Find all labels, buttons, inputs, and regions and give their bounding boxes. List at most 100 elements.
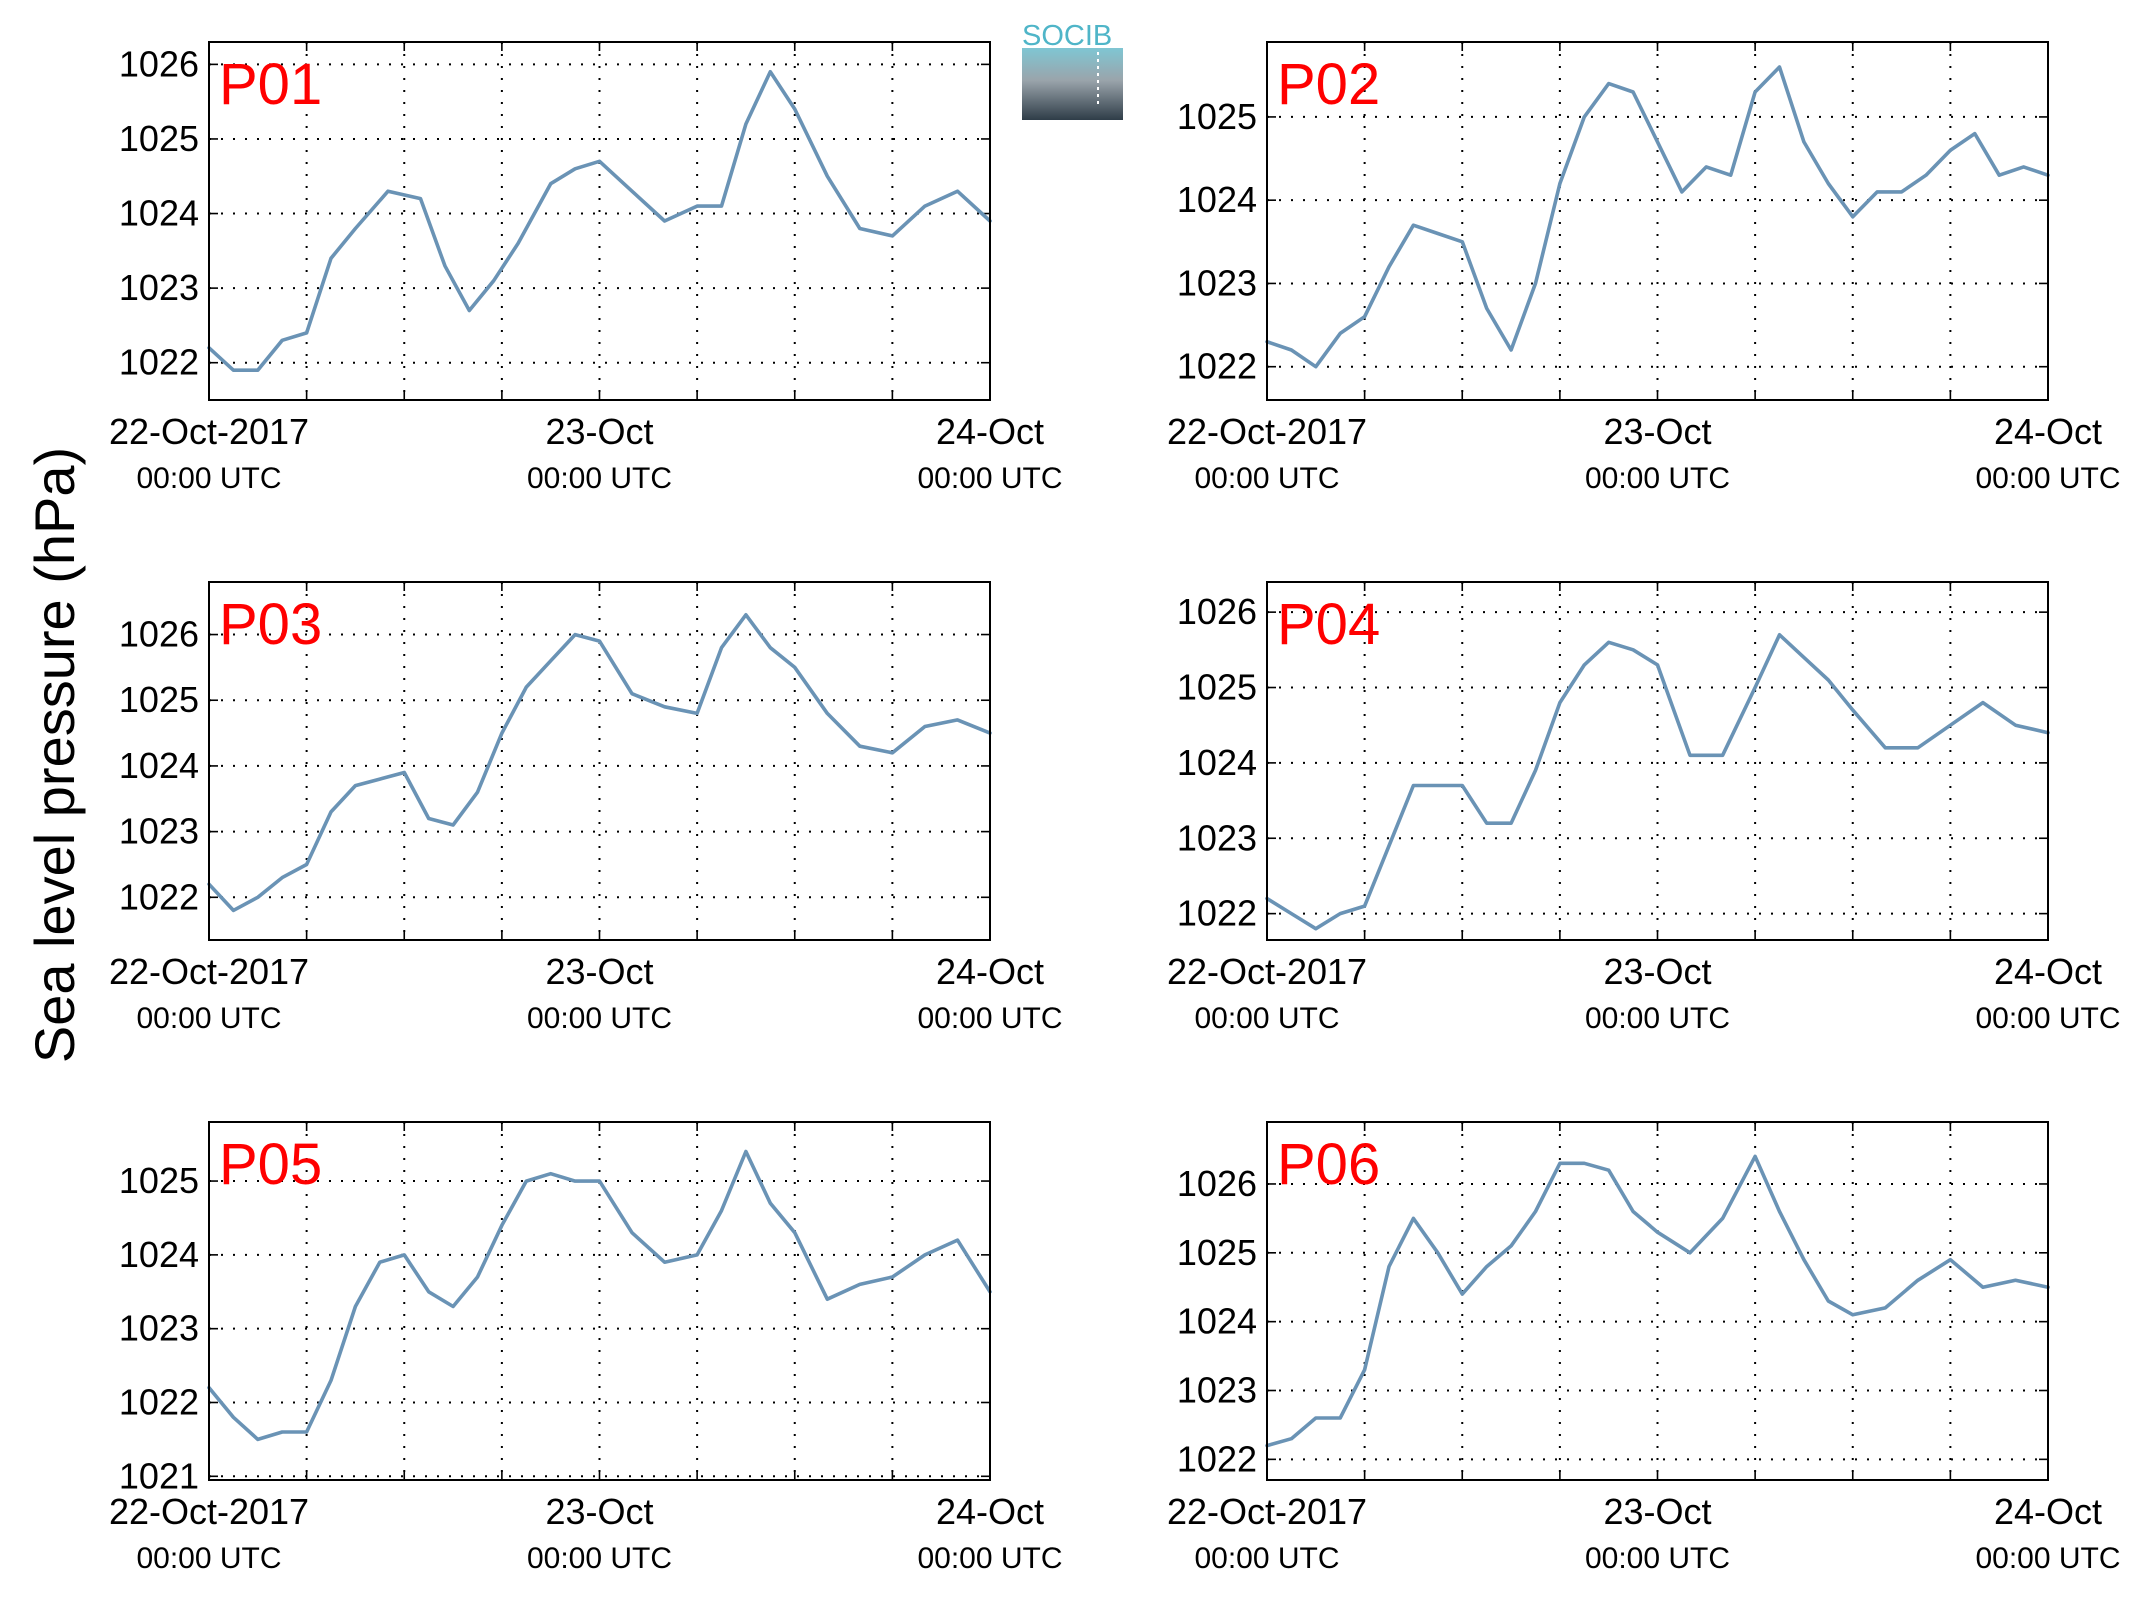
x-tick-time-label: 00:00 UTC	[917, 1542, 1062, 1575]
y-tick-label: 1023	[1177, 817, 1257, 858]
panel-title: P05	[219, 1132, 322, 1197]
y-tick-label: 1025	[119, 118, 199, 159]
panel-p02: 1022 1023 1024 1025 P02 22-Oct-2017 00:00 UTC 2…	[1167, 41, 2121, 495]
y-axis-label: Sea level pressure (hPa)	[23, 447, 86, 1063]
panel-title: P03	[219, 592, 322, 657]
axes-frame	[208, 581, 991, 941]
y-tick-label: 1025	[1177, 96, 1257, 137]
x-tick-date-label: 22-Oct-2017	[109, 951, 309, 992]
x-tick-date-label: 22-Oct-2017	[109, 1491, 309, 1532]
y-tick-label: 1024	[119, 1234, 199, 1275]
plot-area	[1267, 582, 2048, 940]
axes-frame	[1266, 581, 2049, 941]
x-tick-date-label: 23-Oct	[545, 411, 653, 452]
x-tick-date-label: 22-Oct-2017	[1167, 951, 1367, 992]
x-tick-date-label: 23-Oct	[1603, 411, 1711, 452]
axes-frame	[208, 41, 991, 401]
x-tick-time-label: 00:00 UTC	[527, 1002, 672, 1035]
logo-text: SOCIB	[1022, 20, 1112, 52]
x-tick-date-label: 24-Oct	[936, 951, 1044, 992]
panel-p06: 1022 1023 1024 1025 1026 P06 22-Oct-2017 00:00 …	[1167, 1121, 2121, 1575]
y-tick-label: 1023	[119, 267, 199, 308]
panels: 1022 1023 1024 1025 1026 P01 22-Oct-2017 00:00 …	[109, 41, 2121, 1575]
panel-p05: 1021 1022 1023 1024 1025 P05 22-Oct-2017 00:00 …	[109, 1121, 1063, 1575]
socib-logo: SOCIB	[1022, 20, 1123, 120]
axes-frame	[1266, 41, 2049, 401]
plot-area	[209, 1122, 990, 1480]
y-tick-label: 1022	[1177, 893, 1257, 934]
y-tick-label: 1026	[119, 43, 199, 84]
x-tick-time-label: 00:00 UTC	[1194, 1542, 1339, 1575]
x-tick-date-label: 24-Oct	[936, 1491, 1044, 1532]
y-tick-label: 1025	[119, 679, 199, 720]
panel-p04: 1022 1023 1024 1025 1026 P04 22-Oct-2017 00:00 …	[1167, 581, 2121, 1035]
x-tick-time-label: 00:00 UTC	[527, 1542, 672, 1575]
x-tick-date-label: 24-Oct	[1994, 411, 2102, 452]
x-tick-date-label: 23-Oct	[545, 1491, 653, 1532]
plot-area	[1267, 42, 2048, 400]
y-tick-label: 1024	[1177, 1301, 1257, 1342]
panel-title: P02	[1277, 52, 1380, 117]
logo-block	[1022, 48, 1123, 120]
pressure-series-line	[207, 1149, 992, 1442]
panel-title: P06	[1277, 1132, 1380, 1197]
x-tick-date-label: 22-Oct-2017	[1167, 411, 1367, 452]
x-tick-date-label: 24-Oct	[1994, 951, 2102, 992]
y-tick-label: 1023	[119, 811, 199, 852]
y-tick-label: 1022	[1177, 1438, 1257, 1479]
panel-p03: 1022 1023 1024 1025 1026 P03 22-Oct-2017 00:00 …	[109, 581, 1063, 1035]
y-tick-label: 1022	[1177, 346, 1257, 387]
x-tick-time-label: 00:00 UTC	[1975, 1002, 2120, 1035]
panel-title: P01	[219, 52, 322, 117]
x-tick-time-label: 00:00 UTC	[1975, 1542, 2120, 1575]
y-tick-label: 1023	[1177, 262, 1257, 303]
x-tick-date-label: 22-Oct-2017	[1167, 1491, 1367, 1532]
x-tick-time-label: 00:00 UTC	[917, 462, 1062, 495]
x-tick-date-label: 24-Oct	[936, 411, 1044, 452]
panel-p01: 1022 1023 1024 1025 1026 P01 22-Oct-2017 00:00 …	[109, 41, 1063, 495]
pressure-series-line	[207, 70, 992, 373]
x-tick-date-label: 22-Oct-2017	[109, 411, 309, 452]
x-tick-time-label: 00:00 UTC	[136, 1542, 281, 1575]
x-tick-time-label: 00:00 UTC	[1585, 1542, 1730, 1575]
y-tick-label: 1023	[1177, 1370, 1257, 1411]
y-tick-label: 1024	[119, 193, 199, 234]
x-tick-time-label: 00:00 UTC	[136, 1002, 281, 1035]
y-tick-label: 1024	[119, 745, 199, 786]
x-tick-time-label: 00:00 UTC	[1194, 462, 1339, 495]
y-tick-label: 1026	[1177, 1163, 1257, 1204]
plot-area	[209, 42, 990, 400]
y-tick-label: 1022	[119, 1381, 199, 1422]
x-tick-time-label: 00:00 UTC	[527, 462, 672, 495]
y-tick-label: 1023	[119, 1308, 199, 1349]
plot-area	[209, 582, 990, 940]
y-tick-label: 1022	[119, 876, 199, 917]
x-tick-time-label: 00:00 UTC	[136, 462, 281, 495]
x-tick-time-label: 00:00 UTC	[1194, 1002, 1339, 1035]
y-tick-label: 1026	[119, 614, 199, 655]
x-tick-time-label: 00:00 UTC	[917, 1002, 1062, 1035]
x-tick-time-label: 00:00 UTC	[1585, 1002, 1730, 1035]
y-tick-label: 1025	[1177, 667, 1257, 708]
axes-frame	[208, 1121, 991, 1481]
x-tick-time-label: 00:00 UTC	[1585, 462, 1730, 495]
pressure-series-line	[1265, 632, 2050, 931]
y-tick-label: 1024	[1177, 742, 1257, 783]
y-tick-label: 1025	[1177, 1232, 1257, 1273]
x-tick-date-label: 24-Oct	[1994, 1491, 2102, 1532]
x-tick-date-label: 23-Oct	[545, 951, 653, 992]
pressure-series-line	[1265, 1154, 2050, 1448]
y-tick-label: 1025	[119, 1160, 199, 1201]
pressure-series-line	[207, 612, 992, 913]
x-tick-date-label: 23-Oct	[1603, 1491, 1711, 1532]
x-tick-time-label: 00:00 UTC	[1975, 462, 2120, 495]
y-tick-label: 1024	[1177, 179, 1257, 220]
axes-frame	[1266, 1121, 2049, 1481]
panel-title: P04	[1277, 592, 1380, 657]
x-tick-date-label: 23-Oct	[1603, 951, 1711, 992]
plot-area	[1267, 1122, 2048, 1480]
y-tick-label: 1021	[119, 1455, 199, 1496]
y-tick-label: 1026	[1177, 591, 1257, 632]
y-tick-label: 1022	[119, 342, 199, 383]
